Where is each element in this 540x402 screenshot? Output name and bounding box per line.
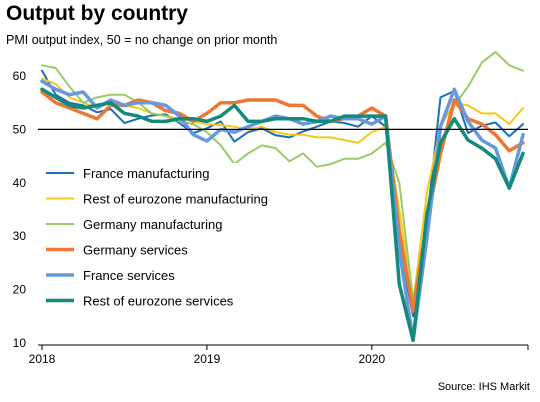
y-tick-label: 40 xyxy=(13,176,27,190)
legend-label: France services xyxy=(83,268,175,283)
legend-bg xyxy=(42,214,292,234)
chart-subtitle: PMI output index, 50 = no change on prio… xyxy=(6,33,278,47)
x-tick-label: 2018 xyxy=(29,352,56,366)
legend-label: Germany services xyxy=(83,243,188,258)
x-tick-label: 2020 xyxy=(358,352,385,366)
legend-bg xyxy=(42,188,292,209)
series-line-france-manufacturing xyxy=(41,69,524,318)
series-line-rest-of-eurozone-services xyxy=(40,87,525,343)
legend-label: Rest of eurozone services xyxy=(83,294,234,309)
y-axis: 10 20 30 40 50 60 xyxy=(13,69,27,350)
source-note: Source: IHS Markit xyxy=(437,381,530,393)
legend-bg xyxy=(42,163,292,183)
x-tick-label: 2019 xyxy=(194,352,221,366)
legend: France manufacturing Rest of eurozone man… xyxy=(42,163,292,311)
y-tick-label: 60 xyxy=(13,69,27,83)
legend-label: Germany manufacturing xyxy=(83,217,222,232)
chart-title: Output by country xyxy=(6,2,188,25)
y-tick-label: 50 xyxy=(13,122,27,136)
x-axis: 2018 2019 2020 xyxy=(29,344,529,366)
y-tick-label: 20 xyxy=(13,283,27,297)
y-tick-label: 30 xyxy=(13,229,27,243)
y-tick-label: 10 xyxy=(13,336,27,350)
legend-label: Rest of eurozone manufacturing xyxy=(83,192,268,207)
legend-bg xyxy=(42,239,292,260)
legend-bg xyxy=(42,265,292,285)
legend-label: France manufacturing xyxy=(83,166,209,181)
legend-bg xyxy=(42,290,292,311)
series-layer xyxy=(38,51,528,343)
